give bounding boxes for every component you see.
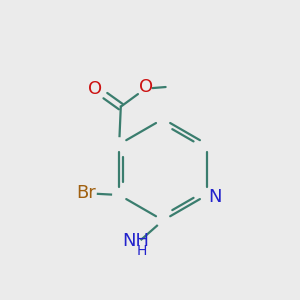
Text: NH: NH bbox=[122, 232, 149, 250]
Text: O: O bbox=[139, 78, 153, 96]
Text: Br: Br bbox=[76, 184, 96, 202]
Text: N: N bbox=[208, 188, 222, 206]
Text: O: O bbox=[88, 80, 102, 98]
Text: H: H bbox=[136, 244, 147, 258]
